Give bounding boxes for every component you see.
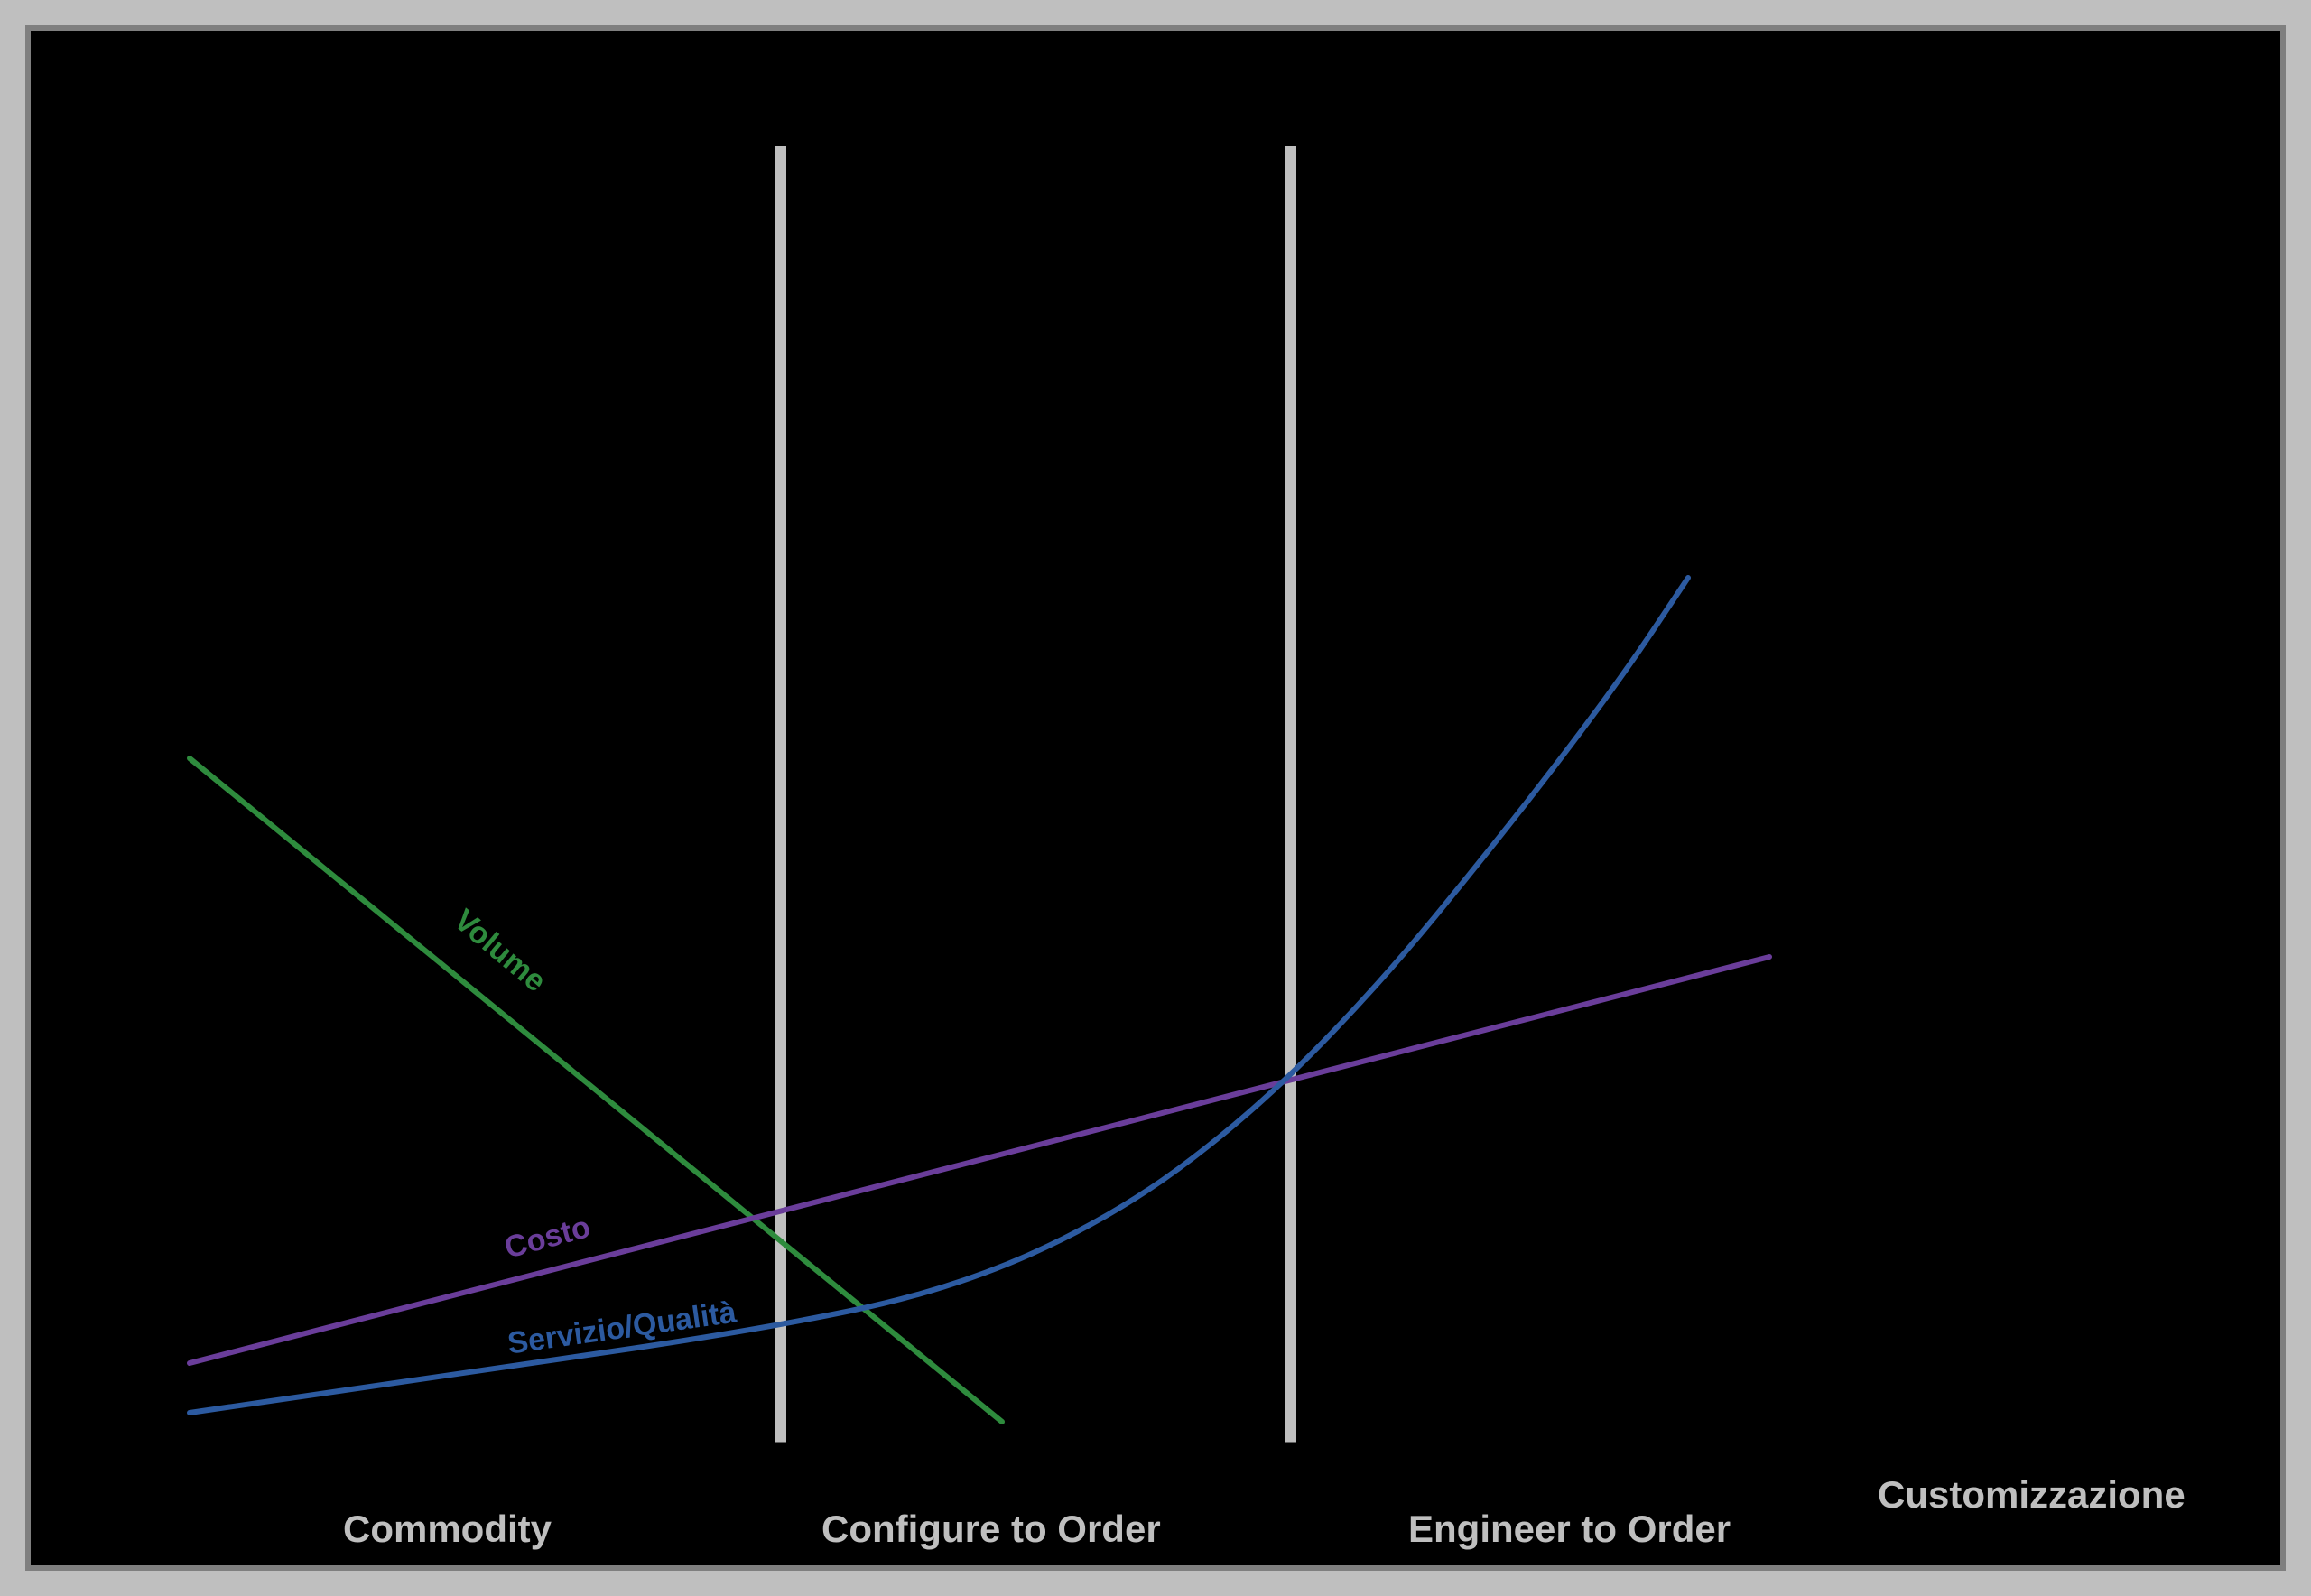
zone-label-commodity: Commodity — [343, 1508, 552, 1551]
x-axis-label: Customizzazione — [1878, 1473, 2186, 1517]
zone-label-eto: Engineer to Order — [1408, 1508, 1731, 1551]
chart-svg — [0, 0, 2311, 1596]
zone-label-cto: Configure to Order — [821, 1508, 1161, 1551]
